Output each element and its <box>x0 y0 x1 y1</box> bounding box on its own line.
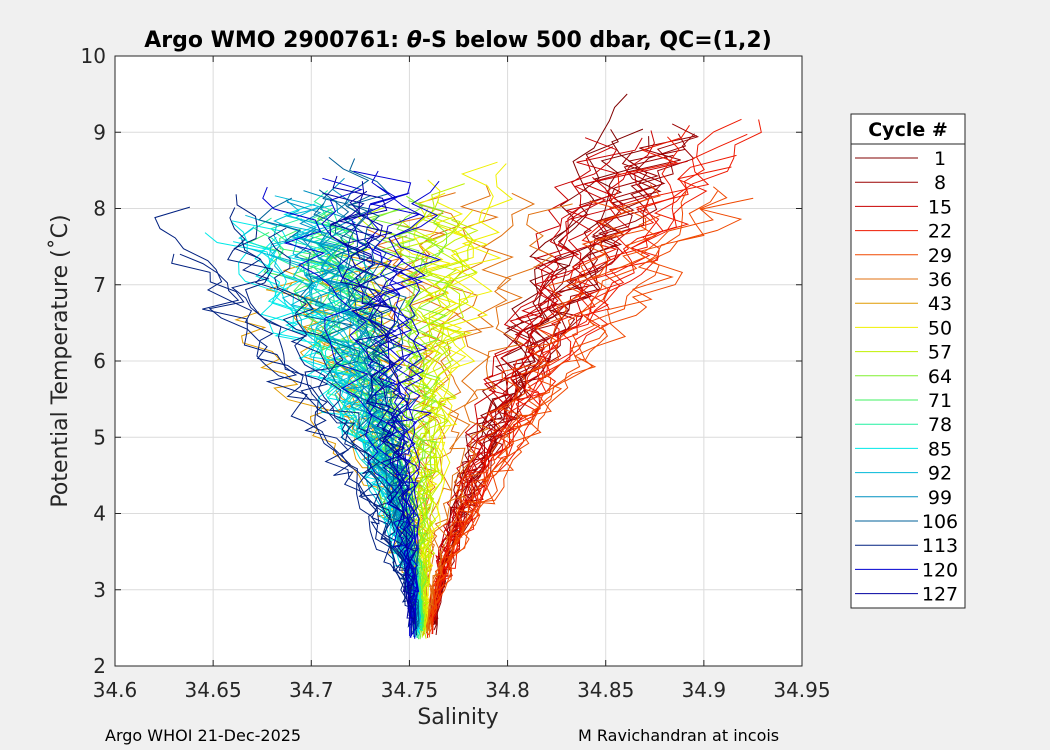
legend-label: 106 <box>922 511 958 533</box>
y-tick-label: 2 <box>93 654 106 678</box>
x-tick-label: 34.8 <box>485 678 530 702</box>
profile-cycle-114 <box>171 253 417 628</box>
x-axis-label: Salinity <box>417 705 498 730</box>
legend-label: 64 <box>928 366 952 388</box>
profile-cycle-106 <box>349 158 420 627</box>
y-axis: 2 3 4 5 6 7 8 9 10 <box>81 44 802 678</box>
legend-label: 71 <box>928 390 952 412</box>
profile-cycle-20 <box>431 136 680 635</box>
footer-left: Argo WHOI 21-Dec-2025 <box>105 726 301 745</box>
profile-cycle-7 <box>430 133 687 628</box>
legend-title: Cycle # <box>868 119 948 141</box>
y-tick-label: 10 <box>81 44 106 68</box>
x-tick-label: 34.9 <box>682 678 727 702</box>
x-tick-label: 34.95 <box>773 678 830 702</box>
x-axis: 34.6 34.65 34.7 34.75 34.8 34.85 34.9 34.95 <box>93 56 831 702</box>
y-tick-label: 5 <box>93 425 106 449</box>
legend-label: 127 <box>922 584 958 606</box>
legend-label: 36 <box>928 269 952 291</box>
legend-box <box>850 113 966 609</box>
legend[interactable]: Cycle # 18152229364350576471788592991061… <box>850 113 966 609</box>
profile-cycle-30 <box>427 184 661 636</box>
legend-label: 50 <box>928 317 952 339</box>
legend-label: 92 <box>928 463 952 485</box>
footer-right: M Ravichandran at incois <box>578 726 779 745</box>
legend-label: 43 <box>928 293 952 315</box>
profile-cycle-19 <box>426 125 690 625</box>
profile-cycle-109 <box>257 197 415 635</box>
legend-label: 85 <box>928 438 952 460</box>
profile-cycle-92 <box>278 223 421 631</box>
legend-label: 78 <box>928 414 952 436</box>
profile-cycle-60 <box>357 206 426 622</box>
x-tick-label: 34.85 <box>577 678 634 702</box>
profile-cycle-51 <box>420 161 498 626</box>
profile-cycle-121 <box>351 185 418 639</box>
y-tick-label: 7 <box>93 273 106 297</box>
profile-cycle-115 <box>231 239 415 622</box>
legend-label: 15 <box>928 196 952 218</box>
y-tick-label: 4 <box>93 502 106 526</box>
x-tick-label: 34.65 <box>185 678 242 702</box>
legend-label: 57 <box>928 342 952 364</box>
profile-cycle-34 <box>426 192 536 638</box>
y-tick-label: 8 <box>93 197 106 221</box>
profile-cycle-33 <box>424 203 573 634</box>
profile-cycle-116 <box>267 227 413 637</box>
profile-cycle-127 <box>329 190 415 619</box>
profile-cycle-124 <box>355 181 417 625</box>
x-tick-label: 34.6 <box>93 678 138 702</box>
legend-label: 120 <box>922 559 958 581</box>
profile-cycle-16 <box>427 176 613 631</box>
x-tick-label: 34.75 <box>381 678 438 702</box>
legend-label: 113 <box>922 535 958 557</box>
profiles <box>154 93 762 640</box>
profile-cycle-26 <box>426 190 719 627</box>
y-tick-label: 9 <box>93 120 106 144</box>
y-tick-label: 3 <box>93 578 106 602</box>
profile-cycle-61 <box>405 200 450 625</box>
y-axis-label: Potential Temperature (˚C) <box>48 214 73 507</box>
legend-label: 1 <box>934 148 946 170</box>
legend-label: 22 <box>928 221 952 243</box>
profile-cycle-56 <box>417 210 465 632</box>
profile-cycle-31 <box>427 214 662 629</box>
profile-cycle-23 <box>430 118 742 623</box>
x-tick-label: 34.7 <box>289 678 334 702</box>
profile-cycle-122 <box>370 192 424 629</box>
profile-cycle-126 <box>332 175 416 620</box>
profile-cycle-15 <box>428 172 637 621</box>
legend-label: 8 <box>934 172 946 194</box>
legend-label: 29 <box>928 245 952 267</box>
chart-title: Argo WMO 2900761: θ-S below 500 dbar, QC… <box>144 28 772 53</box>
y-tick-label: 6 <box>93 349 106 373</box>
legend-label: 99 <box>928 487 952 509</box>
